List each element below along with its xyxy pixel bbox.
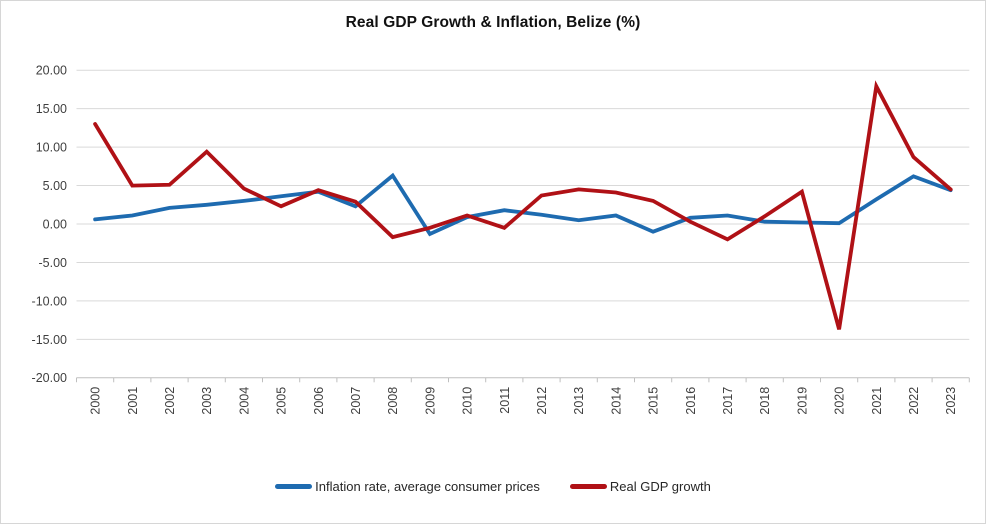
x-axis-label: 2008 bbox=[386, 387, 400, 415]
x-axis-label: 2001 bbox=[126, 387, 140, 415]
legend-label-inflation: Inflation rate, average consumer prices bbox=[315, 479, 540, 494]
x-axis-label: 2016 bbox=[684, 387, 698, 415]
legend-swatch-gdp-icon bbox=[569, 484, 607, 489]
x-axis-label: 2000 bbox=[89, 387, 103, 415]
y-axis-label: -20.00 bbox=[32, 371, 67, 385]
x-axis-label: 2010 bbox=[461, 387, 475, 415]
y-axis-label: 10.00 bbox=[36, 141, 67, 155]
x-axis-label: 2020 bbox=[833, 387, 847, 415]
legend: Inflation rate, average consumer prices … bbox=[1, 479, 985, 494]
legend-label-gdp: Real GDP growth bbox=[609, 479, 711, 494]
legend-item-inflation: Inflation rate, average consumer prices bbox=[275, 479, 540, 494]
legend-item-gdp: Real GDP growth bbox=[569, 479, 711, 494]
x-axis-label: 2005 bbox=[275, 387, 289, 415]
y-axis-label: -10.00 bbox=[32, 294, 67, 308]
y-axis-label: -15.00 bbox=[32, 333, 67, 347]
x-axis-label: 2019 bbox=[795, 387, 809, 415]
x-axis-label: 2007 bbox=[349, 387, 363, 415]
series-line-real-gdp-growth bbox=[93, 80, 953, 330]
x-axis-label: 2011 bbox=[498, 387, 512, 414]
legend-swatch-inflation-icon bbox=[275, 484, 313, 489]
y-axis-label: 20.00 bbox=[36, 64, 67, 78]
x-axis-label: 2013 bbox=[572, 387, 586, 415]
x-axis-label: 2004 bbox=[237, 387, 251, 415]
x-axis-label: 2017 bbox=[721, 387, 735, 415]
x-axis-label: 2002 bbox=[163, 387, 177, 415]
chart-title: Real GDP Growth & Inflation, Belize (%) bbox=[345, 14, 641, 31]
y-axis-label: 5.00 bbox=[43, 179, 67, 193]
x-axis-label: 2023 bbox=[944, 387, 958, 415]
x-axis-label: 2014 bbox=[609, 387, 623, 415]
x-axis-label: 2003 bbox=[200, 387, 214, 415]
x-axis-label: 2006 bbox=[312, 387, 326, 415]
series-line-inflation-rate-average-consumer-prices bbox=[93, 172, 953, 237]
x-axis-label: 2012 bbox=[535, 387, 549, 415]
x-axis-label: 2021 bbox=[870, 387, 884, 415]
x-axis-label: 2022 bbox=[907, 387, 921, 415]
x-axis-label: 2015 bbox=[647, 387, 661, 415]
y-axis-label: 15.00 bbox=[36, 102, 67, 116]
y-axis-label: 0.00 bbox=[43, 217, 67, 231]
x-axis-label: 2009 bbox=[423, 387, 437, 415]
y-axis-label: -5.00 bbox=[39, 256, 68, 270]
x-axis-label: 2018 bbox=[758, 387, 772, 415]
